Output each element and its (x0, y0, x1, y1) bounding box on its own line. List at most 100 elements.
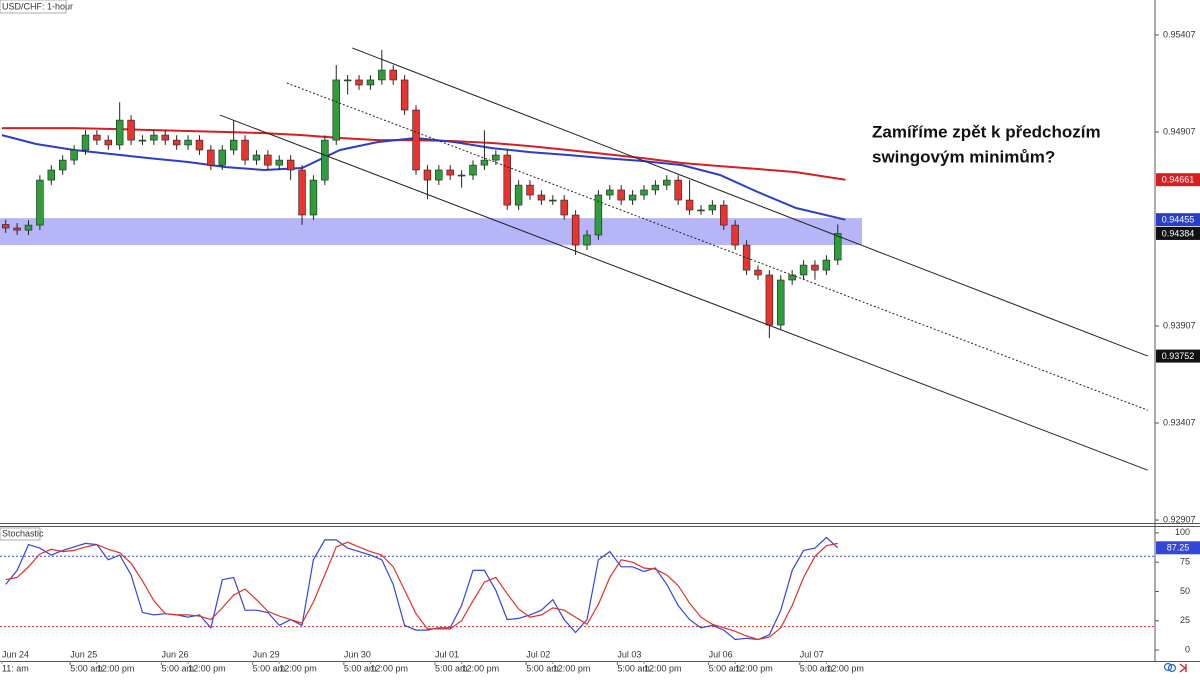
candle-body (560, 199, 568, 216)
x-tick-label: Jul 01 (435, 649, 459, 659)
icon[interactable] (1163, 662, 1173, 672)
candle-body (70, 149, 78, 161)
candle-body (685, 199, 694, 211)
candle-body (150, 134, 158, 141)
price-flag (1156, 541, 1200, 555)
y-tick-label: 0 (1185, 644, 1190, 654)
candle-body (218, 149, 226, 166)
candle-body (697, 209, 705, 212)
time-tick-label: 5:00 am (526, 663, 559, 673)
candle-body (127, 119, 135, 141)
candle-body (321, 139, 329, 181)
candle-body (674, 179, 682, 201)
candle-body (36, 179, 44, 226)
candle-body (594, 194, 603, 236)
x-tick-label: Jul 03 (617, 649, 641, 659)
x-tick-label: Jun 30 (344, 649, 371, 659)
candle-body (435, 169, 443, 181)
candle-body (583, 234, 591, 246)
price-flag-label: 0.93752 (1162, 351, 1195, 361)
candle-body (720, 204, 728, 226)
candle-body (286, 159, 295, 171)
time-tick-label: 11: am (2, 663, 29, 673)
time-tick-label: 5:00 am (70, 663, 103, 673)
icon[interactable] (1179, 663, 1187, 673)
candle-body (663, 179, 671, 186)
y-tick-label: 0.95407 (1163, 29, 1196, 39)
candle-body (457, 174, 466, 177)
price-flag (1156, 213, 1200, 227)
time-tick-label: 5:00 am (800, 663, 833, 673)
time-tick-label: 12:00 pm (370, 663, 408, 673)
candle-body (777, 279, 785, 326)
candle-body (13, 227, 21, 231)
time-tick-label: 12:00 pm (462, 663, 500, 673)
x-tick-label: Jun 29 (253, 649, 280, 659)
candle-body (423, 169, 432, 181)
chart-title: USD/CHF: 1-hour (2, 1, 73, 11)
candle-body (731, 224, 739, 246)
time-tick-label: 12:00 pm (553, 663, 591, 673)
candle-body (138, 139, 147, 142)
annotation: Zamíříme zpět k předchozím (872, 122, 1101, 141)
time-tick-label: 12:00 pm (735, 663, 773, 673)
candle-body (378, 69, 386, 81)
candle-body (799, 264, 808, 276)
pane-title: Stochastic (2, 528, 44, 538)
x-tick-label: Jun 26 (161, 649, 188, 659)
candle-body (58, 159, 67, 171)
icon[interactable] (1167, 663, 1177, 673)
candle-body (195, 139, 204, 151)
candle-body (115, 119, 124, 146)
candle-body (480, 159, 489, 166)
price-flag-label: 0.94455 (1162, 215, 1195, 225)
candle-body (617, 189, 625, 201)
stochastic-line (5, 536, 839, 641)
title-box (0, 527, 41, 541)
candle-body (355, 79, 363, 86)
candle-body (309, 179, 318, 216)
candle-body (161, 134, 169, 141)
candle-body (446, 169, 454, 176)
toolbar-icons[interactable] (1163, 662, 1187, 673)
candle-body (366, 79, 375, 86)
candle-body (47, 169, 56, 181)
stochastic-line (5, 541, 838, 641)
candle-body (207, 149, 215, 166)
time-tick-label: 12:00 pm (826, 663, 864, 673)
y-tick-label: 100 (1175, 527, 1190, 537)
candle-body (628, 194, 637, 201)
candle-body (400, 79, 409, 111)
candle-body (343, 79, 352, 82)
channel-line (286, 82, 1148, 411)
candle-body (252, 154, 261, 161)
candle-body (24, 224, 33, 231)
y-tick-label: 0.93407 (1163, 417, 1196, 427)
time-tick-label: 12:00 pm (97, 663, 135, 673)
candle-body (172, 139, 181, 146)
channel-line (219, 114, 1148, 471)
candle-body (708, 204, 717, 211)
candle-body (412, 109, 420, 171)
y-tick-label: 0.93907 (1163, 320, 1196, 330)
price-flag (1156, 173, 1200, 187)
candle-body (754, 269, 762, 276)
time-tick-label: 5:00 am (161, 663, 194, 673)
time-tick-label: 12:00 pm (279, 663, 317, 673)
highlight-zone (0, 218, 863, 246)
candle-body (526, 184, 534, 196)
time-tick-label: 5:00 am (709, 663, 742, 673)
x-tick-label: Jun 24 (2, 649, 29, 659)
time-tick-label: 5:00 am (617, 663, 650, 673)
candle-body (834, 233, 842, 261)
candle-body (104, 139, 113, 146)
candle-body (822, 259, 831, 271)
candle-body (765, 274, 774, 326)
candle-body (651, 184, 660, 191)
candle-body (1, 224, 10, 229)
candle-body (184, 139, 192, 146)
price-flag-label: 0.94661 (1162, 175, 1195, 185)
